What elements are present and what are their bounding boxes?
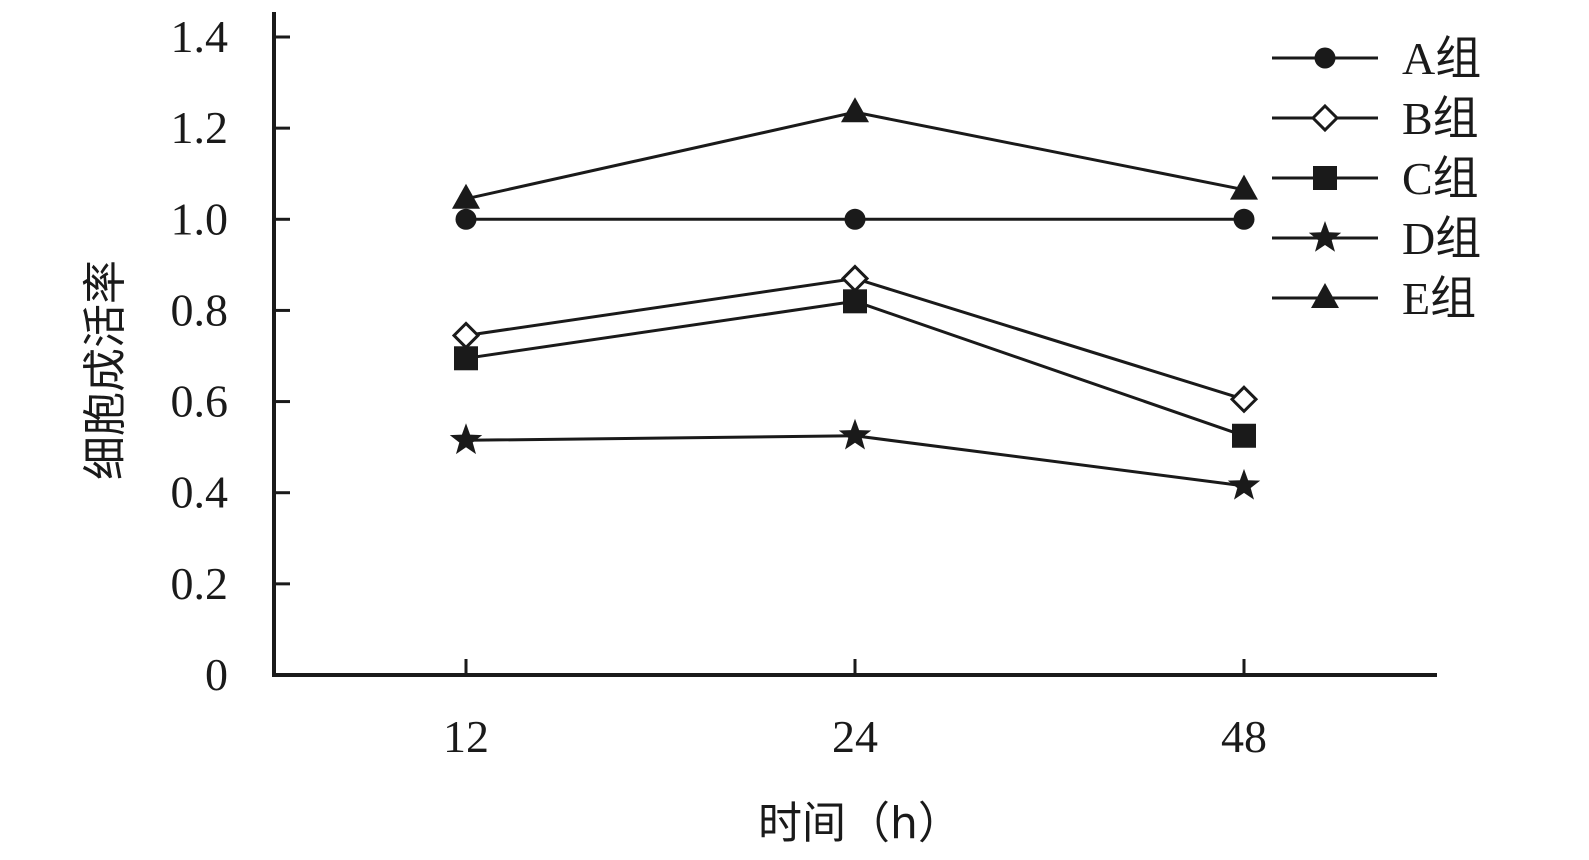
data-point	[1229, 385, 1259, 414]
series-5	[452, 97, 1258, 209]
y-tick-label: 0.6	[171, 376, 229, 427]
legend-entry: C组	[1272, 153, 1479, 204]
legend-entry: E组	[1272, 273, 1476, 324]
legend-marker	[1310, 103, 1340, 133]
data-point	[1232, 423, 1256, 448]
x-tick-label: 12	[443, 711, 489, 762]
data-point	[451, 321, 481, 350]
series-2	[451, 264, 1259, 414]
data-point	[455, 208, 477, 230]
x-tick-label: 48	[1221, 711, 1267, 762]
series-line	[465, 110, 1245, 201]
legend-marker	[1314, 47, 1336, 69]
legend-label: C组	[1402, 153, 1479, 204]
y-tick-label: 1.4	[171, 11, 229, 62]
data-point	[841, 97, 869, 123]
legend: A组 B组 C组 D组 E组	[1272, 33, 1481, 324]
data-point	[843, 289, 867, 314]
data-point	[454, 346, 478, 371]
y-axis-title: 细胞成活率	[80, 260, 131, 480]
series-layer	[449, 97, 1261, 500]
data-point	[838, 418, 872, 450]
data-point	[840, 264, 870, 293]
legend-marker	[1308, 221, 1342, 252]
y-tick-label: 0.2	[171, 558, 229, 609]
series-4	[449, 418, 1261, 500]
data-point	[449, 423, 483, 455]
legend-label: D组	[1402, 213, 1481, 264]
axes: 0 0.2 0.4 0.6 0.8 1.0 1.2 1.4 12 24 48	[171, 11, 1437, 762]
series-line	[465, 299, 1245, 438]
legend-label: A组	[1402, 33, 1481, 84]
legend-label: B组	[1402, 93, 1479, 144]
legend-marker	[1311, 283, 1339, 308]
data-point	[1233, 208, 1255, 230]
y-tick-label: 0.8	[171, 284, 229, 335]
series-1	[455, 208, 1255, 230]
series-line	[465, 434, 1245, 488]
y-tick-label: 0	[205, 649, 228, 700]
y-tick-label: 1.2	[171, 102, 229, 153]
data-point	[1230, 174, 1258, 200]
y-tick-label: 1.0	[171, 193, 229, 244]
legend-entry: D组	[1272, 213, 1481, 264]
data-point	[844, 208, 866, 230]
legend-entry: A组	[1272, 33, 1481, 84]
legend-entry: B组	[1272, 93, 1479, 144]
series-3	[454, 289, 1256, 448]
y-tick-label: 0.4	[171, 467, 229, 518]
legend-marker	[1313, 166, 1337, 190]
x-tick-label: 24	[832, 711, 878, 762]
data-point	[452, 183, 480, 209]
legend-label: E组	[1402, 273, 1476, 324]
x-axis-title: 时间（h）	[758, 798, 962, 849]
data-point	[1227, 468, 1261, 500]
